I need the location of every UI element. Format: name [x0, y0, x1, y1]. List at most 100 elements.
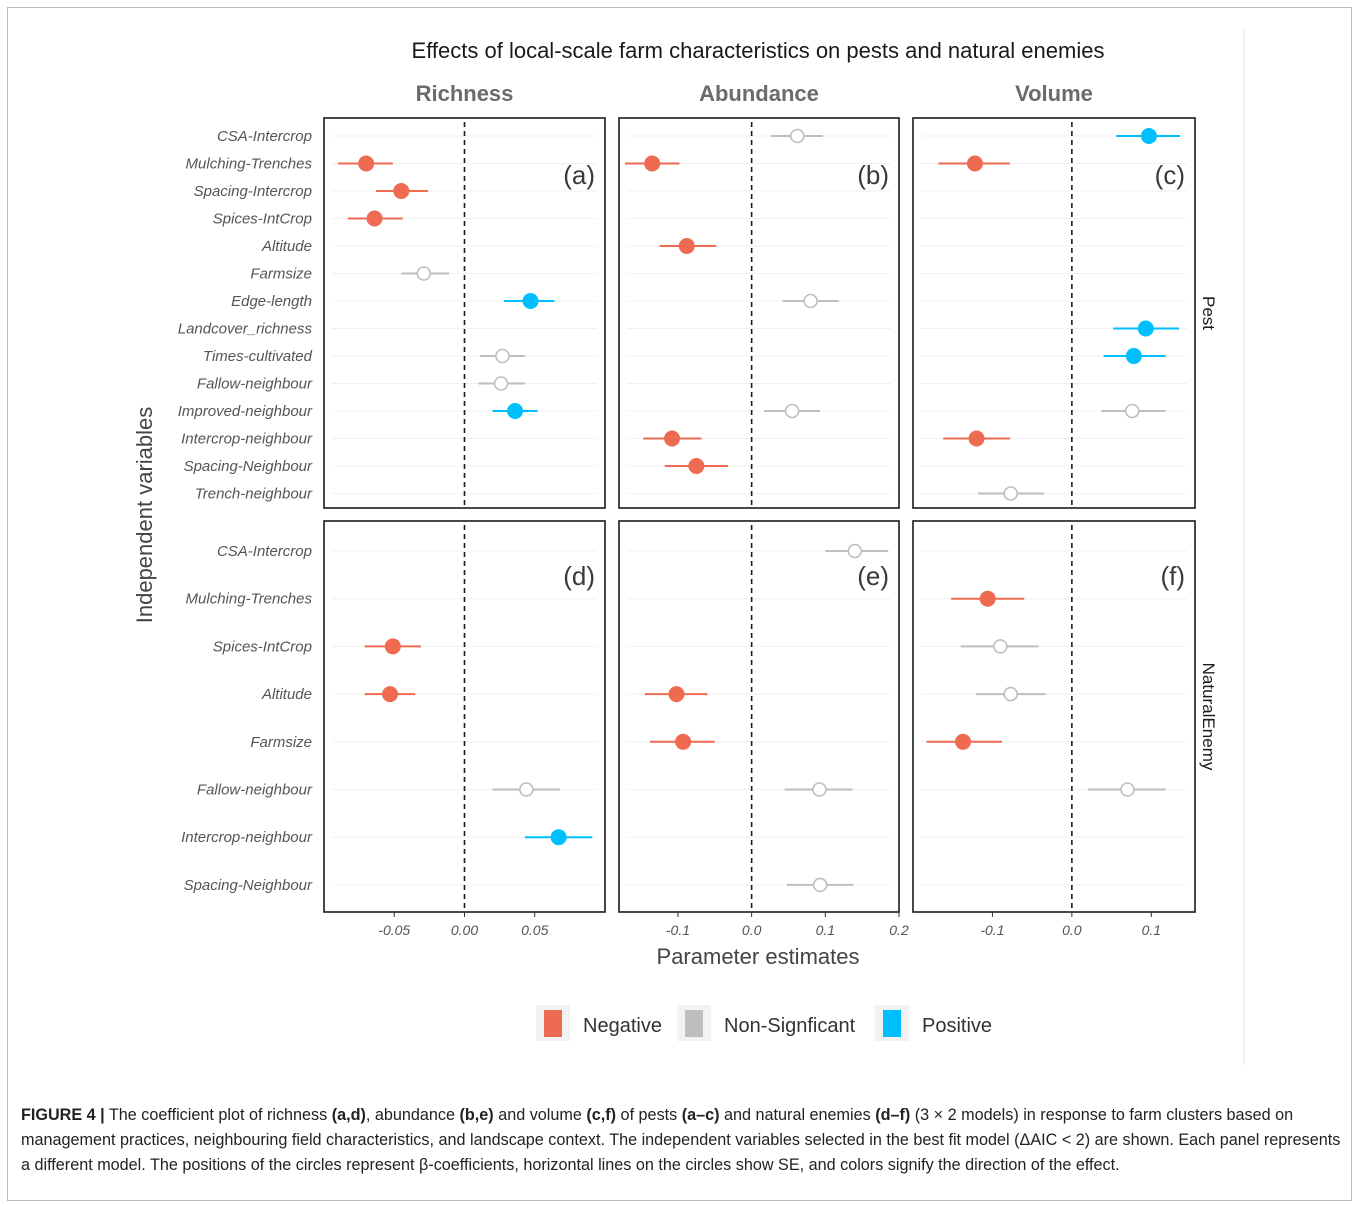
- legend-label: Non-Signficant: [724, 1015, 856, 1037]
- x-tick-label: 0.05: [521, 922, 548, 938]
- coefficient-point: [678, 238, 695, 254]
- caption-segment: (3 × 2 models) in response to farm clust…: [21, 1106, 1341, 1174]
- y-tick-label: Spacing-Neighbour: [184, 877, 313, 894]
- caption-segment: (a,d): [331, 1106, 366, 1124]
- y-tick-label: Spices-IntCrop: [213, 211, 312, 228]
- caption-body: The coefficient plot of richness (a,d), …: [21, 1106, 1340, 1174]
- coefficient-point: [519, 782, 534, 797]
- coefficient-point: [979, 590, 996, 607]
- coefficient-point: [675, 733, 692, 750]
- legend-swatch: [883, 1010, 901, 1037]
- y-tick-label: Altitude: [261, 238, 312, 255]
- panels: (a) (b) (c) (d) (e) (f): [323, 117, 1196, 913]
- caption-figure-label: FIGURE 4 |: [21, 1106, 105, 1124]
- y-tick-label: Improved-neighbour: [178, 403, 313, 420]
- coefficient-point: [966, 155, 983, 172]
- panel-b: (b): [618, 117, 900, 509]
- y-tick-label: Mulching-Trenches: [186, 156, 313, 173]
- coefficient-point: [812, 782, 827, 797]
- panel-d: (d): [323, 520, 606, 913]
- row-strip-pest: Pest: [1199, 296, 1218, 330]
- y-tick-label: Landcover_richness: [178, 321, 313, 338]
- panel-label: (f): [1160, 561, 1185, 591]
- caption-segment: (d–f): [875, 1106, 911, 1124]
- legend-swatch: [544, 1010, 562, 1037]
- panel-border: [912, 520, 1196, 913]
- coefficient-point: [644, 155, 661, 172]
- panel-label: (c): [1155, 160, 1185, 190]
- y-tick-label: Intercrop-neighbour: [181, 829, 313, 846]
- coefficient-point: [416, 266, 432, 281]
- panel-label: (a): [563, 160, 595, 190]
- x-tick-label: -0.1: [980, 922, 1004, 938]
- caption-segment: of pests: [616, 1106, 682, 1124]
- coefficient-point: [358, 155, 375, 172]
- y-tick-label: Trench-neighbour: [195, 486, 313, 503]
- y-tick-label: Intercrop-neighbour: [181, 431, 313, 448]
- y-tick-label: Spices-IntCrop: [213, 638, 312, 655]
- coefficient-point: [1140, 128, 1157, 144]
- column-titles: Richness Abundance Volume: [416, 81, 1093, 106]
- y-tick-label: Fallow-neighbour: [197, 376, 313, 393]
- y-tick-label: Altitude: [261, 686, 312, 703]
- coefficient-point: [1003, 486, 1019, 501]
- coefficient-point: [393, 183, 410, 199]
- coefficient-point: [1124, 403, 1140, 419]
- coefficient-point: [812, 877, 828, 893]
- x-tick-label: -0.05: [378, 922, 410, 938]
- y-tick-label: CSA-Intercrop: [217, 543, 312, 560]
- x-tick-label: 0.00: [451, 922, 478, 938]
- coefficient-point: [382, 686, 399, 703]
- coefficient-point: [968, 430, 985, 447]
- y-tick-label: Mulching-Trenches: [186, 591, 313, 608]
- coefficient-point: [507, 403, 524, 419]
- legend: Negative Non-Signficant Positive: [536, 1005, 992, 1041]
- y-tick-label: Edge-length: [231, 293, 312, 310]
- y-tick-labels: CSA-Intercrop Mulching-Trenches Spacing-In…: [178, 128, 313, 894]
- y-tick-label: Spacing-Neighbour: [184, 458, 313, 475]
- coefficient-point: [495, 348, 510, 364]
- coefficient-point: [847, 543, 863, 559]
- row-strips: Pest NaturalEnemy: [1199, 296, 1218, 771]
- panel-e: (e): [618, 520, 900, 913]
- legend-item-neg: Negative: [536, 1005, 662, 1041]
- coefficient-point: [1120, 782, 1135, 797]
- legend-item-ns: Non-Signficant: [677, 1005, 856, 1041]
- x-tick-labels: -0.05 0.00 0.05 -0.1 0.0 0.1 0.2 -0.1 0.0 0.1: [378, 912, 1161, 938]
- caption-segment: , abundance: [365, 1106, 460, 1124]
- coefficient-point: [790, 128, 805, 144]
- y-tick-label: CSA-Intercrop: [217, 128, 312, 145]
- panel-border: [618, 520, 900, 913]
- coefficient-point: [1137, 320, 1154, 337]
- caption-segment: (c,f): [586, 1106, 617, 1124]
- legend-swatch: [685, 1010, 703, 1037]
- y-axis-label: Independent variables: [132, 407, 157, 624]
- coefficient-point: [668, 686, 685, 703]
- panel-f: (f): [912, 520, 1196, 913]
- y-tick-label: Fallow-neighbour: [197, 782, 313, 799]
- coefficient-point: [784, 403, 800, 419]
- x-tick-label: 0.2: [889, 922, 909, 938]
- coefficient-point: [1125, 348, 1142, 364]
- coefficient-point: [955, 733, 972, 750]
- x-tick-label: -0.1: [666, 922, 690, 938]
- y-tick-label: Times-cultivated: [203, 348, 313, 365]
- panel-label: (e): [857, 561, 889, 591]
- column-title-volume: Volume: [1015, 81, 1093, 106]
- caption-segment: The coefficient plot of richness: [104, 1106, 332, 1124]
- y-tick-label: Farmsize: [250, 266, 312, 283]
- panel-border: [912, 117, 1196, 509]
- y-tick-label: Farmsize: [250, 734, 312, 751]
- chart-title: Effects of local-scale farm characterist…: [412, 38, 1105, 63]
- panel-c: (c): [912, 117, 1196, 509]
- x-tick-label: 0.0: [1062, 922, 1082, 938]
- figure-frame: [7, 7, 1352, 1201]
- legend-item-pos: Positive: [875, 1005, 992, 1041]
- coefficient-point: [688, 458, 705, 474]
- panel-label: (d): [563, 561, 595, 591]
- coefficient-plot: Effects of local-scale farm characterist…: [132, 28, 1245, 1065]
- coefficient-point: [803, 293, 818, 309]
- column-title-richness: Richness: [416, 81, 514, 106]
- legend-label: Positive: [922, 1015, 992, 1037]
- coefficient-point: [384, 638, 401, 655]
